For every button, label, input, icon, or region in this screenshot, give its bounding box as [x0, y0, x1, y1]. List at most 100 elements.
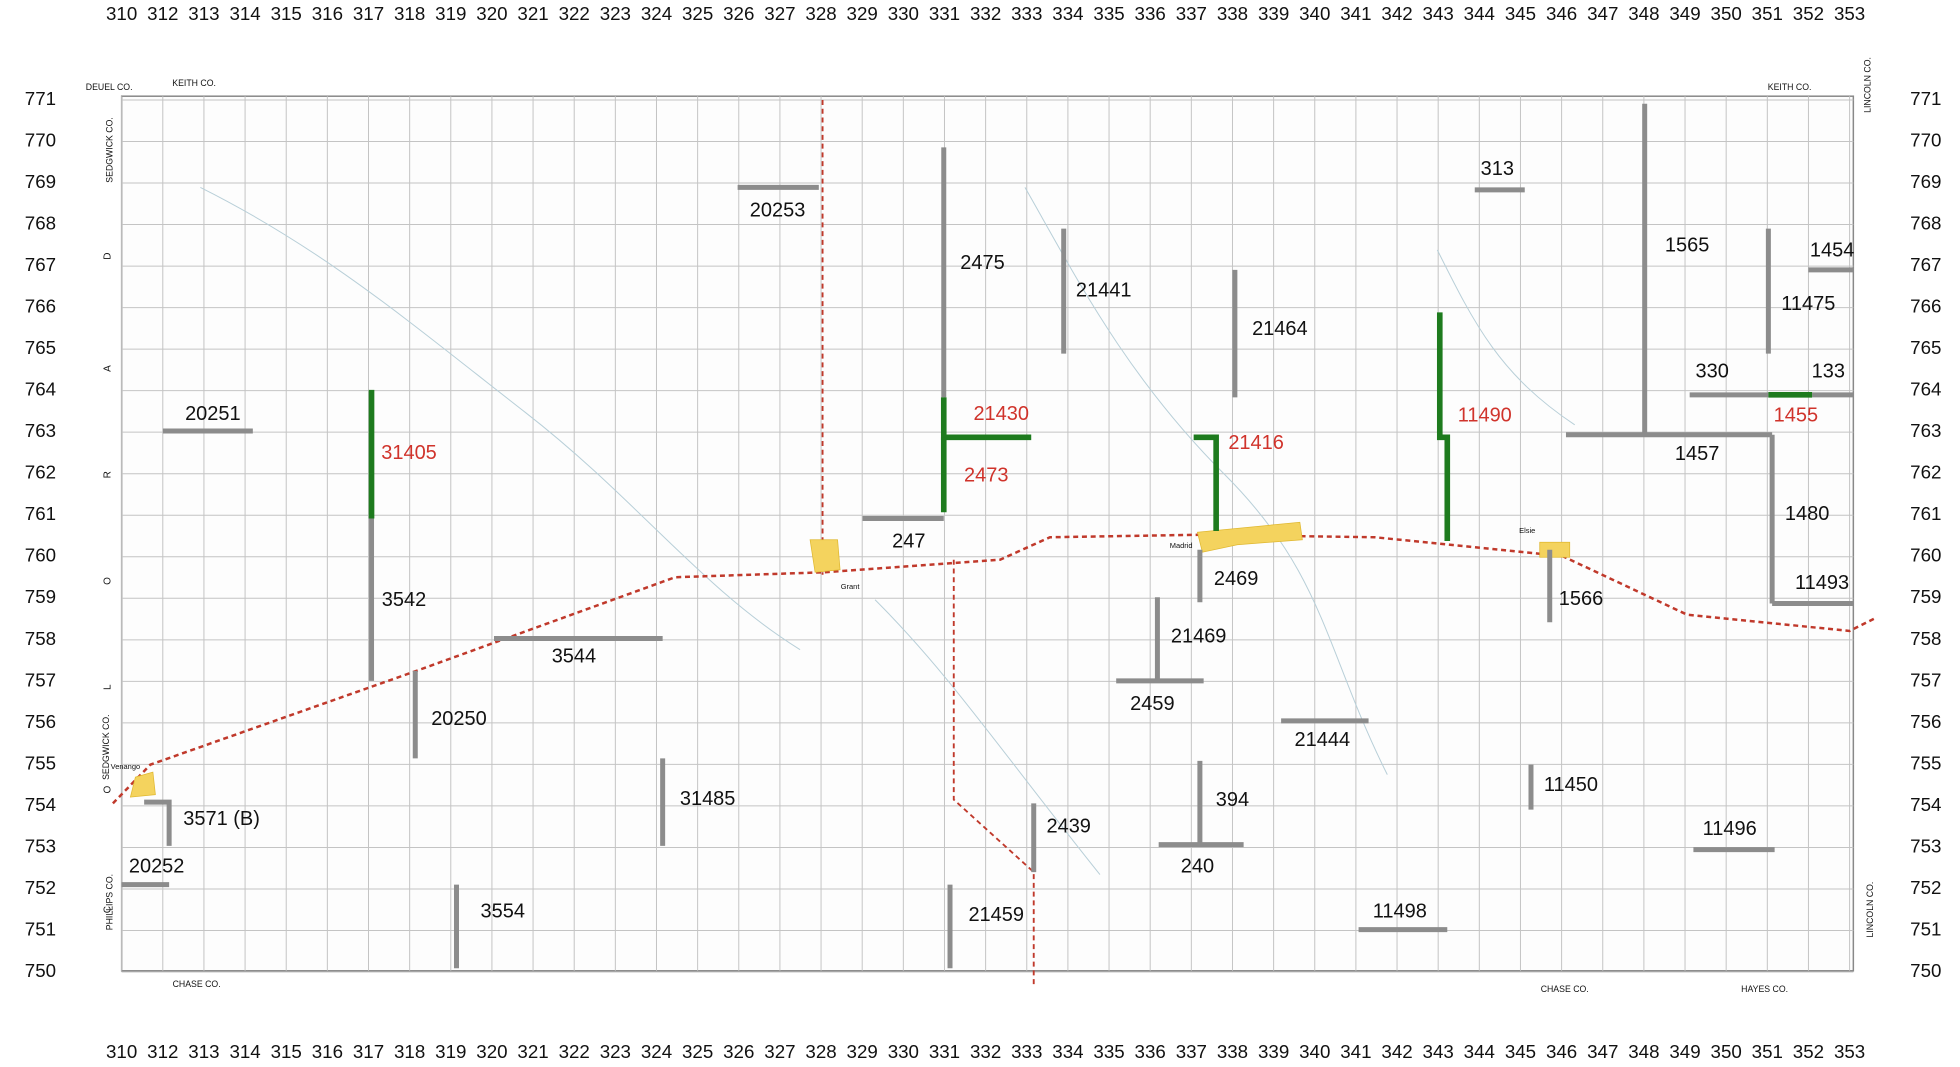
road-number: 754	[25, 794, 56, 815]
road-number: 757	[1910, 669, 1941, 690]
range-number: 319	[435, 3, 466, 24]
county-label: KEITH CO.	[172, 78, 216, 88]
range-number: 313	[188, 3, 219, 24]
segment-label: 1457	[1675, 443, 1719, 465]
range-number: 332	[970, 1041, 1001, 1062]
range-number: 342	[1381, 1041, 1412, 1062]
county-label: HAYES CO.	[1741, 984, 1788, 994]
range-number: 340	[1299, 3, 1330, 24]
road-number: 759	[1910, 586, 1941, 607]
highlighted-label: 31405	[381, 442, 437, 464]
county-label: SEDGWICK CO.	[105, 117, 115, 183]
range-number: 338	[1217, 3, 1248, 24]
road-number: 770	[25, 129, 56, 150]
range-number: 328	[805, 3, 836, 24]
road-number: 757	[25, 669, 56, 690]
county-label: CHASE CO.	[173, 979, 221, 989]
highlighted-label: 21430	[973, 403, 1029, 425]
range-number: 340	[1299, 1041, 1330, 1062]
town-label: Elsie	[1519, 526, 1535, 535]
segment-label: 21469	[1171, 625, 1227, 647]
road-number: 767	[25, 254, 56, 275]
highlighted-label: 1455	[1774, 404, 1818, 426]
range-number: 325	[682, 3, 713, 24]
range-number: 316	[312, 1041, 343, 1062]
range-number: 320	[476, 1041, 507, 1062]
segment-label: 1565	[1665, 234, 1709, 256]
segment-label: 21464	[1252, 318, 1308, 340]
range-number: 335	[1093, 3, 1124, 24]
range-number: 337	[1176, 1041, 1207, 1062]
range-number: 343	[1423, 3, 1454, 24]
range-number: 350	[1711, 1041, 1742, 1062]
range-number: 324	[641, 1041, 672, 1062]
road-number: 750	[1910, 960, 1941, 981]
range-number: 348	[1628, 3, 1659, 24]
road-number: 770	[1910, 129, 1941, 150]
road-number: 761	[25, 503, 56, 524]
road-number: 752	[25, 877, 56, 898]
range-number: 328	[805, 1041, 836, 1062]
range-number: 347	[1587, 3, 1618, 24]
range-number: 329	[847, 1041, 878, 1062]
range-number: 330	[888, 3, 919, 24]
range-number: 339	[1258, 1041, 1289, 1062]
range-number: 346	[1546, 3, 1577, 24]
range-number: 312	[147, 3, 178, 24]
range-number: 324	[641, 3, 672, 24]
segment-label: 20253	[750, 199, 806, 221]
segment-label: 11450	[1544, 774, 1598, 796]
road-number: 759	[25, 586, 56, 607]
segment-label: 21444	[1295, 729, 1351, 751]
streams	[200, 186, 1575, 875]
range-number: 351	[1752, 1041, 1783, 1062]
segment-label: 3544	[552, 645, 596, 667]
road-number: 760	[1910, 545, 1941, 566]
highlighted-segment	[1436, 312, 1451, 541]
range-number: 344	[1464, 1041, 1495, 1062]
road-number: 769	[25, 171, 56, 192]
range-number: 336	[1135, 3, 1166, 24]
range-number: 317	[353, 3, 384, 24]
segment-label: 247	[892, 531, 925, 553]
county-label: LINCOLN CO.	[1865, 882, 1875, 938]
segment-label: 3571 (B)	[183, 808, 260, 830]
road-number: 758	[25, 628, 56, 649]
road-number: 752	[1910, 877, 1941, 898]
county-label: KEITH CO.	[1768, 82, 1812, 92]
range-number: 327	[764, 1041, 795, 1062]
range-number: 326	[723, 1041, 754, 1062]
segment-label: 20250	[431, 708, 487, 730]
range-number: 341	[1340, 1041, 1371, 1062]
state-letter: O	[103, 786, 114, 794]
segment-label: 31485	[680, 788, 736, 810]
road-number: 761	[1910, 503, 1941, 524]
segment-label: 11498	[1373, 900, 1427, 922]
segment-label: 133	[1812, 361, 1845, 383]
road-number: 769	[1910, 171, 1941, 192]
town-area	[1196, 521, 1303, 553]
range-number: 321	[517, 1041, 548, 1062]
state-letter: L	[103, 684, 114, 690]
segment-label: 1480	[1785, 503, 1829, 525]
road-number: 771	[1910, 88, 1941, 109]
segment-label: 330	[1695, 361, 1728, 383]
town-label: Venango	[111, 762, 141, 771]
range-number: 310	[106, 1041, 137, 1062]
range-number: 315	[271, 1041, 302, 1062]
range-number: 314	[229, 1041, 260, 1062]
range-number: 322	[559, 3, 590, 24]
state-route	[821, 99, 1035, 988]
road-number: 755	[1910, 752, 1941, 773]
segment-label: 2439	[1046, 815, 1090, 837]
range-number: 346	[1546, 1041, 1577, 1062]
range-number: 313	[188, 1041, 219, 1062]
range-number: 349	[1669, 1041, 1700, 1062]
segment-label: 11475	[1781, 293, 1835, 315]
road-number: 764	[1910, 379, 1941, 400]
segment-label: 394	[1216, 789, 1249, 811]
county-label: DEUEL CO.	[86, 82, 133, 92]
road-number: 762	[25, 462, 56, 483]
segment-label: 313	[1481, 158, 1514, 180]
